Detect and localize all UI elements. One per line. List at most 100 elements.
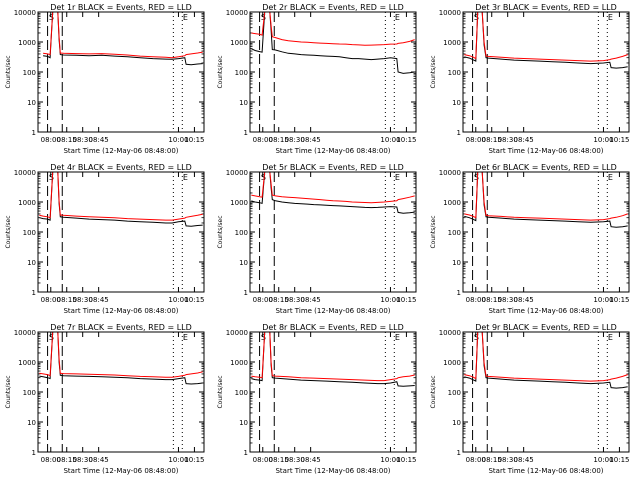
x-tick-label: 10:00 — [380, 296, 400, 304]
x-tick-label: 08:30 — [73, 456, 93, 464]
lld-series-line — [251, 332, 415, 382]
x-tick-label: 10:00 — [168, 296, 188, 304]
chart-title: Det 1r BLACK = Events, RED = LLD — [50, 3, 192, 12]
events-series-line — [39, 172, 203, 227]
x-tick-label: 10:15 — [609, 296, 629, 304]
y-axis-label: Counts/sec — [430, 215, 437, 248]
x-tick-label: 08:00 — [253, 456, 273, 464]
annotation-e: E — [183, 333, 188, 342]
x-tick-label: 08:30 — [498, 136, 518, 144]
x-tick-label: 08:30 — [498, 456, 518, 464]
chart-panel: Det 9r BLACK = Events, RED = LLD Counts/s… — [430, 323, 630, 475]
x-tick-label: 08:00 — [466, 456, 486, 464]
y-tick-label: 10 — [452, 259, 461, 267]
x-tick-label: 10:00 — [380, 456, 400, 464]
annotation-s: S — [261, 173, 266, 182]
y-tick-label: 100 — [23, 69, 36, 77]
x-tick-label: 10:15 — [184, 456, 204, 464]
y-axis-label: Counts/sec — [430, 375, 437, 408]
y-tick-label: 1 — [32, 449, 36, 457]
y-tick-label: 10000 — [226, 9, 248, 17]
y-tick-label: 1000 — [443, 39, 461, 47]
x-tick-label: 10:15 — [609, 456, 629, 464]
plot-frame — [37, 171, 205, 293]
x-tick-label: 08:15 — [482, 136, 502, 144]
x-tick-label: 08:45 — [514, 456, 534, 464]
x-tick-label: 10:00 — [593, 136, 613, 144]
x-tick-label: 10:15 — [609, 136, 629, 144]
x-tick-label: 08:15 — [482, 456, 502, 464]
annotation-s: S — [474, 173, 479, 182]
y-tick-label: 1 — [244, 129, 248, 137]
x-tick-label: 10:00 — [168, 456, 188, 464]
chart-panel: Det 4r BLACK = Events, RED = LLD Counts/s… — [5, 163, 205, 315]
x-tick-label: 08:45 — [301, 456, 321, 464]
x-tick-label: 08:15 — [57, 296, 77, 304]
annotation-e: E — [608, 13, 613, 22]
y-tick-label: 1000 — [443, 199, 461, 207]
y-tick-label: 100 — [235, 389, 248, 397]
annotation-s: S — [261, 333, 266, 342]
y-tick-label: 1 — [457, 129, 461, 137]
y-tick-label: 1000 — [230, 39, 248, 47]
chart-panel: Det 5r BLACK = Events, RED = LLD Counts/s… — [217, 163, 417, 315]
lld-series-line — [464, 12, 628, 62]
y-tick-label: 1 — [457, 289, 461, 297]
plot-frame — [249, 331, 417, 453]
y-tick-label: 10 — [239, 259, 248, 267]
x-tick-label: 08:45 — [89, 136, 109, 144]
x-tick-label: 08:45 — [301, 296, 321, 304]
x-axis-label: Start Time (12-May-06 08:48:00) — [63, 307, 178, 315]
lld-series-line — [43, 12, 203, 59]
annotation-s: S — [49, 13, 54, 22]
x-tick-label: 08:00 — [41, 136, 61, 144]
annotation-e: E — [608, 333, 613, 342]
chart-panel: Det 7r BLACK = Events, RED = LLD Counts/s… — [5, 323, 205, 475]
x-tick-label: 08:15 — [57, 136, 77, 144]
y-tick-label: 10000 — [14, 329, 36, 337]
plot-frame — [249, 11, 417, 133]
x-axis-label: Start Time (12-May-06 08:48:00) — [488, 467, 603, 475]
x-tick-label: 08:15 — [57, 456, 77, 464]
events-series-line — [251, 332, 415, 387]
chart-panel: Det 1r BLACK = Events, RED = LLD Counts/s… — [5, 3, 205, 155]
chart-title: Det 9r BLACK = Events, RED = LLD — [475, 323, 617, 332]
x-tick-label: 08:30 — [73, 296, 93, 304]
y-tick-label: 1000 — [18, 39, 36, 47]
x-tick-label: 08:00 — [253, 136, 273, 144]
x-tick-label: 10:00 — [168, 136, 188, 144]
y-tick-label: 1 — [32, 289, 36, 297]
y-tick-label: 100 — [235, 229, 248, 237]
y-tick-label: 100 — [235, 69, 248, 77]
y-axis-label: Counts/sec — [217, 215, 224, 248]
x-tick-label: 10:15 — [184, 136, 204, 144]
annotation-e: E — [183, 173, 188, 182]
y-axis-label: Counts/sec — [217, 375, 224, 408]
y-tick-label: 10 — [239, 419, 248, 427]
x-axis-label: Start Time (12-May-06 08:48:00) — [63, 147, 178, 155]
chart-panel: Det 3r BLACK = Events, RED = LLD Counts/s… — [430, 3, 630, 155]
y-tick-label: 100 — [23, 229, 36, 237]
x-tick-label: 08:30 — [73, 136, 93, 144]
y-tick-label: 100 — [23, 389, 36, 397]
y-tick-label: 1 — [244, 449, 248, 457]
y-tick-label: 10000 — [14, 169, 36, 177]
x-axis-label: Start Time (12-May-06 08:48:00) — [488, 147, 603, 155]
x-tick-label: 08:00 — [466, 136, 486, 144]
events-series-line — [251, 172, 415, 214]
chart-panel: Det 2r BLACK = Events, RED = LLD Counts/s… — [217, 3, 417, 155]
x-tick-label: 08:45 — [514, 296, 534, 304]
plot-frame — [37, 11, 205, 133]
x-tick-label: 08:00 — [253, 296, 273, 304]
lld-series-line — [251, 12, 415, 46]
y-tick-label: 100 — [448, 389, 461, 397]
x-axis-label: Start Time (12-May-06 08:48:00) — [275, 467, 390, 475]
lld-series-line — [251, 172, 415, 204]
x-tick-label: 08:45 — [89, 456, 109, 464]
x-tick-label: 10:00 — [380, 136, 400, 144]
chart-title: Det 2r BLACK = Events, RED = LLD — [262, 3, 404, 12]
annotation-s: S — [49, 333, 54, 342]
plot-frame — [37, 331, 205, 453]
y-tick-label: 10 — [452, 419, 461, 427]
